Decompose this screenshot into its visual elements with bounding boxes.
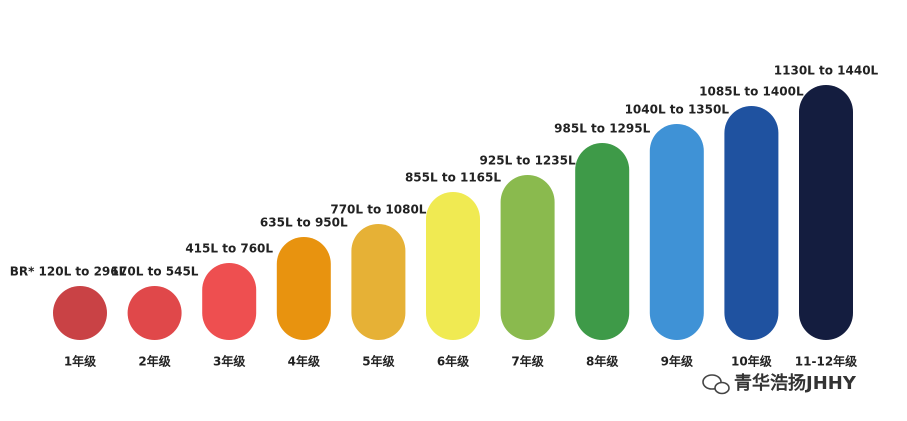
range-label: 415L to 760L — [185, 242, 273, 256]
pill-bar — [575, 143, 630, 340]
pill-bar — [724, 106, 779, 340]
range-label: 1040L to 1350L — [625, 103, 730, 117]
wechat-icon — [714, 381, 730, 395]
pill-bar — [500, 175, 555, 340]
pill-bar — [649, 124, 704, 340]
range-label: 985L to 1295L — [554, 122, 650, 136]
watermark-text: 青华浩扬JHHY — [734, 372, 857, 394]
range-label: 1130L to 1440L — [774, 64, 879, 78]
pill-bar — [799, 85, 853, 340]
grade-label: 1年级 — [64, 354, 96, 369]
range-label: 170L to 545L — [111, 265, 199, 279]
grade-label: 7年级 — [511, 354, 543, 369]
grade-label: 5年级 — [362, 354, 394, 369]
grade-label: 4年级 — [288, 354, 320, 369]
range-label: BR* 120L to 296L — [10, 265, 127, 279]
grade-label: 3年级 — [213, 354, 245, 369]
pill-bar — [127, 286, 182, 340]
grade-label: 6年级 — [437, 354, 469, 369]
pill-bar — [351, 224, 406, 340]
range-label: 770L to 1080L — [330, 203, 426, 217]
range-label: 1085L to 1400L — [699, 85, 804, 99]
range-label: 855L to 1165L — [405, 171, 501, 185]
grade-label: 2年级 — [138, 354, 170, 369]
watermark: 青华浩扬JHHY — [702, 372, 857, 395]
pill-bar — [276, 237, 331, 340]
grade-label: 11-12年级 — [795, 354, 857, 369]
grade-label: 8年级 — [586, 354, 618, 369]
pill-bar — [426, 192, 480, 340]
range-label: 635L to 950L — [260, 216, 348, 230]
pill-bar — [53, 286, 107, 340]
grade-label: 9年级 — [661, 354, 693, 369]
pill-bar — [202, 263, 257, 340]
grade-label: 10年级 — [731, 354, 772, 369]
range-label: 925L to 1235L — [480, 154, 576, 168]
